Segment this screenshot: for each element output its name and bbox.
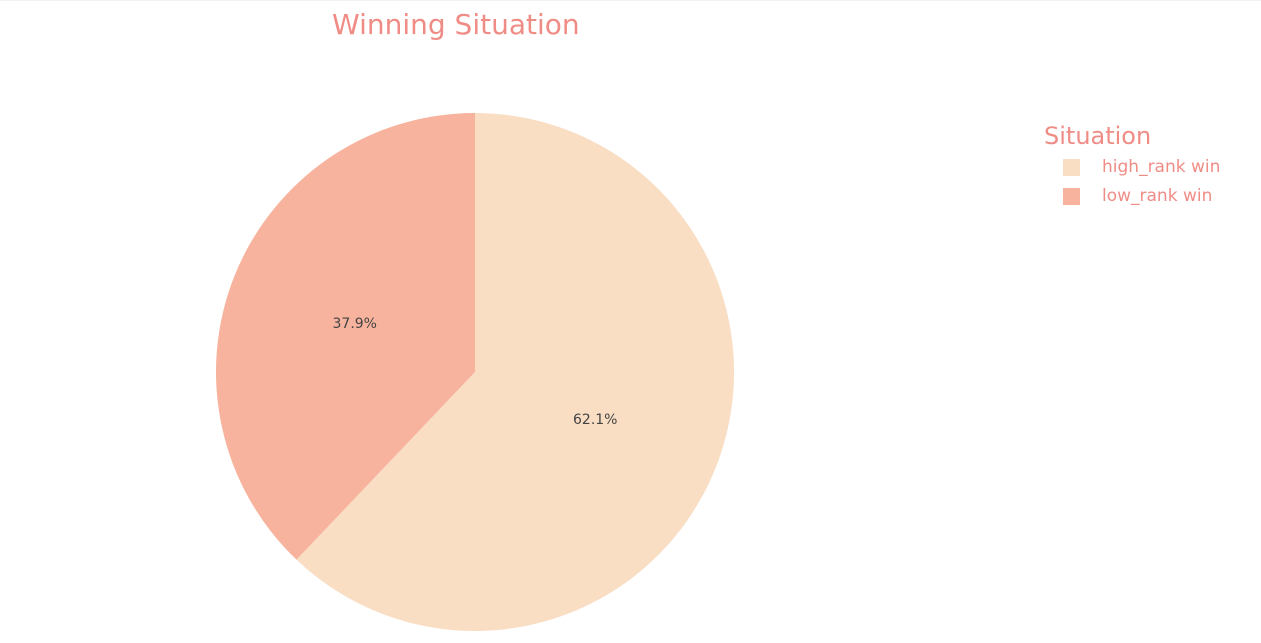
pie-slice-high-rank-win[interactable] [296, 113, 735, 631]
legend: Situation high_rank win low_rank win [1044, 119, 1220, 211]
legend-item-high-rank-win[interactable]: high_rank win [1044, 153, 1220, 182]
top-divider [0, 0, 1261, 1]
legend-swatch-low-rank-win [1063, 188, 1080, 205]
legend-label-low-rank-win: low_rank win [1102, 186, 1213, 206]
pie-slice-low-rank-win[interactable] [215, 112, 475, 560]
legend-item-low-rank-win[interactable]: low_rank win [1044, 182, 1220, 211]
legend-label-high-rank-win: high_rank win [1102, 157, 1221, 177]
legend-title: Situation [1044, 122, 1152, 150]
slice-label-high-rank-win: 62.1% [573, 412, 617, 428]
chart-title: Winning Situation [332, 8, 580, 41]
legend-swatch-high-rank-win [1063, 159, 1080, 176]
slice-label-low-rank-win: 37.9% [333, 316, 377, 332]
